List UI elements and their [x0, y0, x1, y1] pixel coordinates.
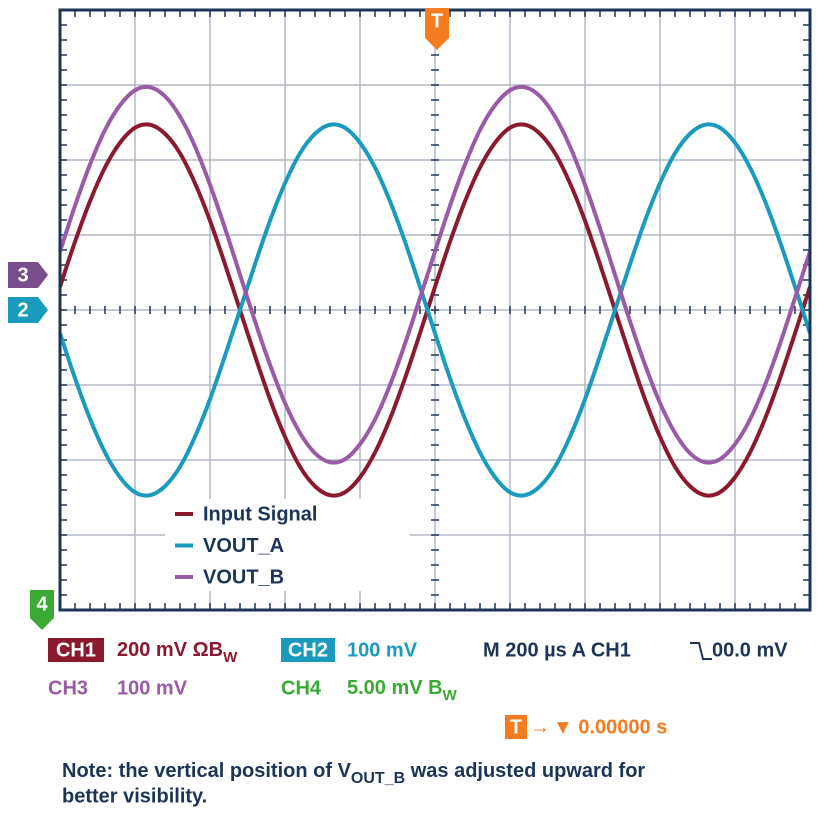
legend-label: VOUT_A — [203, 535, 284, 557]
legend-label: VOUT_B — [203, 566, 284, 588]
note-text: Note: the vertical position of V — [62, 760, 352, 782]
trace — [58, 122, 812, 498]
note-text-after: was adjusted upward for — [405, 760, 645, 782]
ch2-marker — [8, 297, 48, 323]
legend-background — [165, 499, 410, 591]
note-sub: OUT_B — [351, 770, 405, 787]
ch1-badge — [48, 638, 104, 662]
ch1-label: CH1 — [56, 639, 96, 661]
ch1-scale-text: 200 mV ΩB — [117, 639, 223, 661]
trigger-level: 00.0 mV — [712, 639, 788, 661]
note-line-1: Note: the vertical position of VOUT_B wa… — [62, 760, 645, 787]
legend: Input Signal VOUT_A VOUT_B — [165, 499, 410, 591]
ch3-marker-label: 3 — [17, 264, 28, 286]
trigger-pos-arrow: → — [530, 716, 550, 738]
trigger-marker-label: T — [431, 10, 443, 32]
timebase: M 200 µs A CH1 — [483, 639, 631, 661]
note-line-2: better visibility. — [62, 785, 207, 807]
falling-edge-icon — [690, 642, 712, 660]
trace — [58, 84, 812, 465]
ch4-scale-sub: W — [443, 687, 458, 704]
ch1-scale-sub: W — [223, 649, 238, 666]
traces — [58, 84, 812, 498]
trigger-pos-value: ▼ 0.00000 s — [553, 716, 667, 738]
ch2-label: CH2 — [288, 639, 328, 661]
ch2-scale: 100 mV — [347, 639, 418, 661]
trigger-pos-label: T — [510, 716, 522, 738]
ch2-badge — [281, 638, 335, 662]
ch3-label: CH3 — [48, 677, 88, 699]
ch4-label: CH4 — [281, 677, 322, 699]
ch4-marker — [30, 590, 54, 630]
ch3-scale: 100 mV — [117, 677, 188, 699]
ch3-marker — [8, 262, 48, 288]
ch4-scale: 5.00 mV BW — [347, 677, 458, 704]
trigger-pos-badge — [505, 715, 527, 739]
ch4-scale-text: 5.00 mV B — [347, 677, 443, 699]
ch2-marker-label: 2 — [17, 299, 28, 321]
ch1-scale: 200 mV ΩBW — [117, 639, 238, 666]
legend-label: Input Signal — [203, 503, 317, 525]
trace — [58, 122, 812, 498]
trigger-marker — [425, 8, 449, 50]
ch4-marker-label: 4 — [36, 593, 48, 615]
